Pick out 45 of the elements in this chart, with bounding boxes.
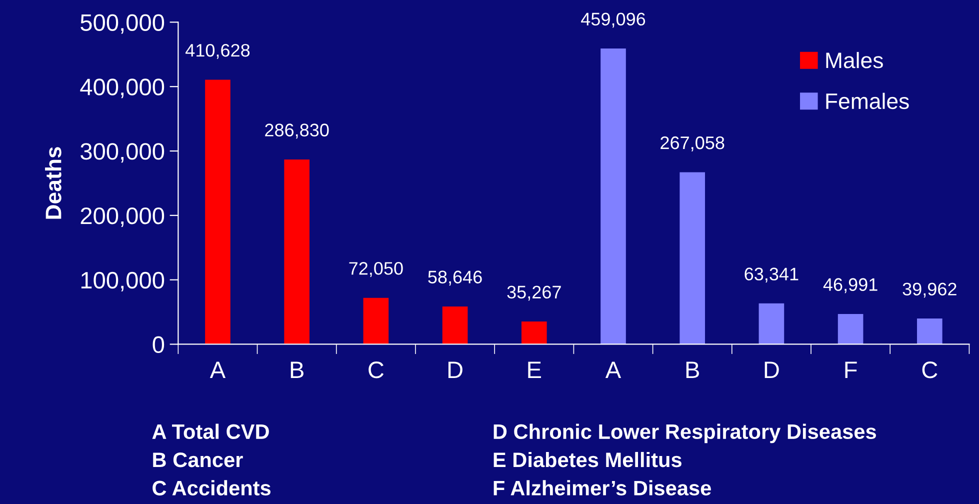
text: D Chronic Lower Respiratory Diseases	[494, 424, 876, 444]
text: E Diabetes Mellitus	[494, 452, 682, 468]
text: C Accidents	[152, 480, 271, 496]
y-tick-label: 200,000	[80, 207, 164, 227]
data-label: 46,991	[823, 278, 878, 294]
legend-label: Males	[826, 52, 883, 68]
x-tick-label: A	[210, 362, 226, 378]
data-label: 39,962	[902, 282, 956, 298]
y-tick-label: 500,000	[80, 14, 164, 34]
y-tick-label: 400,000	[80, 78, 164, 98]
bar	[758, 303, 784, 344]
y-tick-label: 100,000	[81, 272, 164, 292]
x-tick-label: A	[605, 362, 622, 378]
bar	[838, 314, 864, 344]
x-tick-label: B	[686, 362, 699, 378]
text: A Total CVD	[152, 424, 269, 440]
legend-label: Females	[826, 92, 909, 110]
bar	[917, 318, 942, 344]
x-tick-label: C	[922, 362, 938, 378]
data-label: 267,058	[660, 136, 724, 152]
text: F Alzheimer’s Disease	[494, 480, 711, 496]
data-label: 35,267	[507, 286, 561, 301]
bar	[205, 80, 230, 344]
bar	[521, 322, 547, 344]
bar	[284, 159, 310, 344]
x-tick-label: D	[764, 362, 779, 378]
bar	[600, 48, 626, 344]
x-tick-label: D	[448, 362, 462, 378]
bar	[442, 306, 468, 344]
data-label: 286,830	[265, 124, 329, 139]
text: B Cancer	[153, 452, 243, 468]
bar	[680, 172, 706, 344]
x-tick-label: E	[528, 362, 542, 378]
x-tick-label: B	[290, 362, 304, 378]
data-label: 72,050	[349, 262, 403, 277]
bar	[363, 298, 389, 344]
x-tick-label: F	[845, 362, 857, 378]
y-tick-label: 0	[152, 336, 164, 354]
y-axis-title: Deaths	[45, 147, 62, 219]
data-label: 459,096	[581, 12, 646, 28]
x-tick-label: C	[368, 362, 384, 378]
data-label: 58,646	[428, 270, 482, 286]
data-label: 63,341	[744, 268, 798, 283]
y-tick-label: 300,000	[80, 143, 164, 163]
data-label: 410,628	[186, 44, 250, 59]
